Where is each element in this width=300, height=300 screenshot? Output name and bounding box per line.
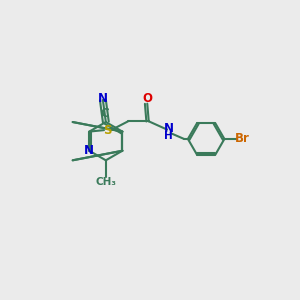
Text: S: S xyxy=(103,124,112,136)
Text: N: N xyxy=(98,92,108,105)
Text: O: O xyxy=(142,92,152,105)
Text: N: N xyxy=(164,122,174,135)
Text: N: N xyxy=(84,144,94,157)
Text: CH₃: CH₃ xyxy=(95,177,116,187)
Text: C: C xyxy=(100,107,109,120)
Text: H: H xyxy=(164,131,173,141)
Text: Br: Br xyxy=(235,133,250,146)
